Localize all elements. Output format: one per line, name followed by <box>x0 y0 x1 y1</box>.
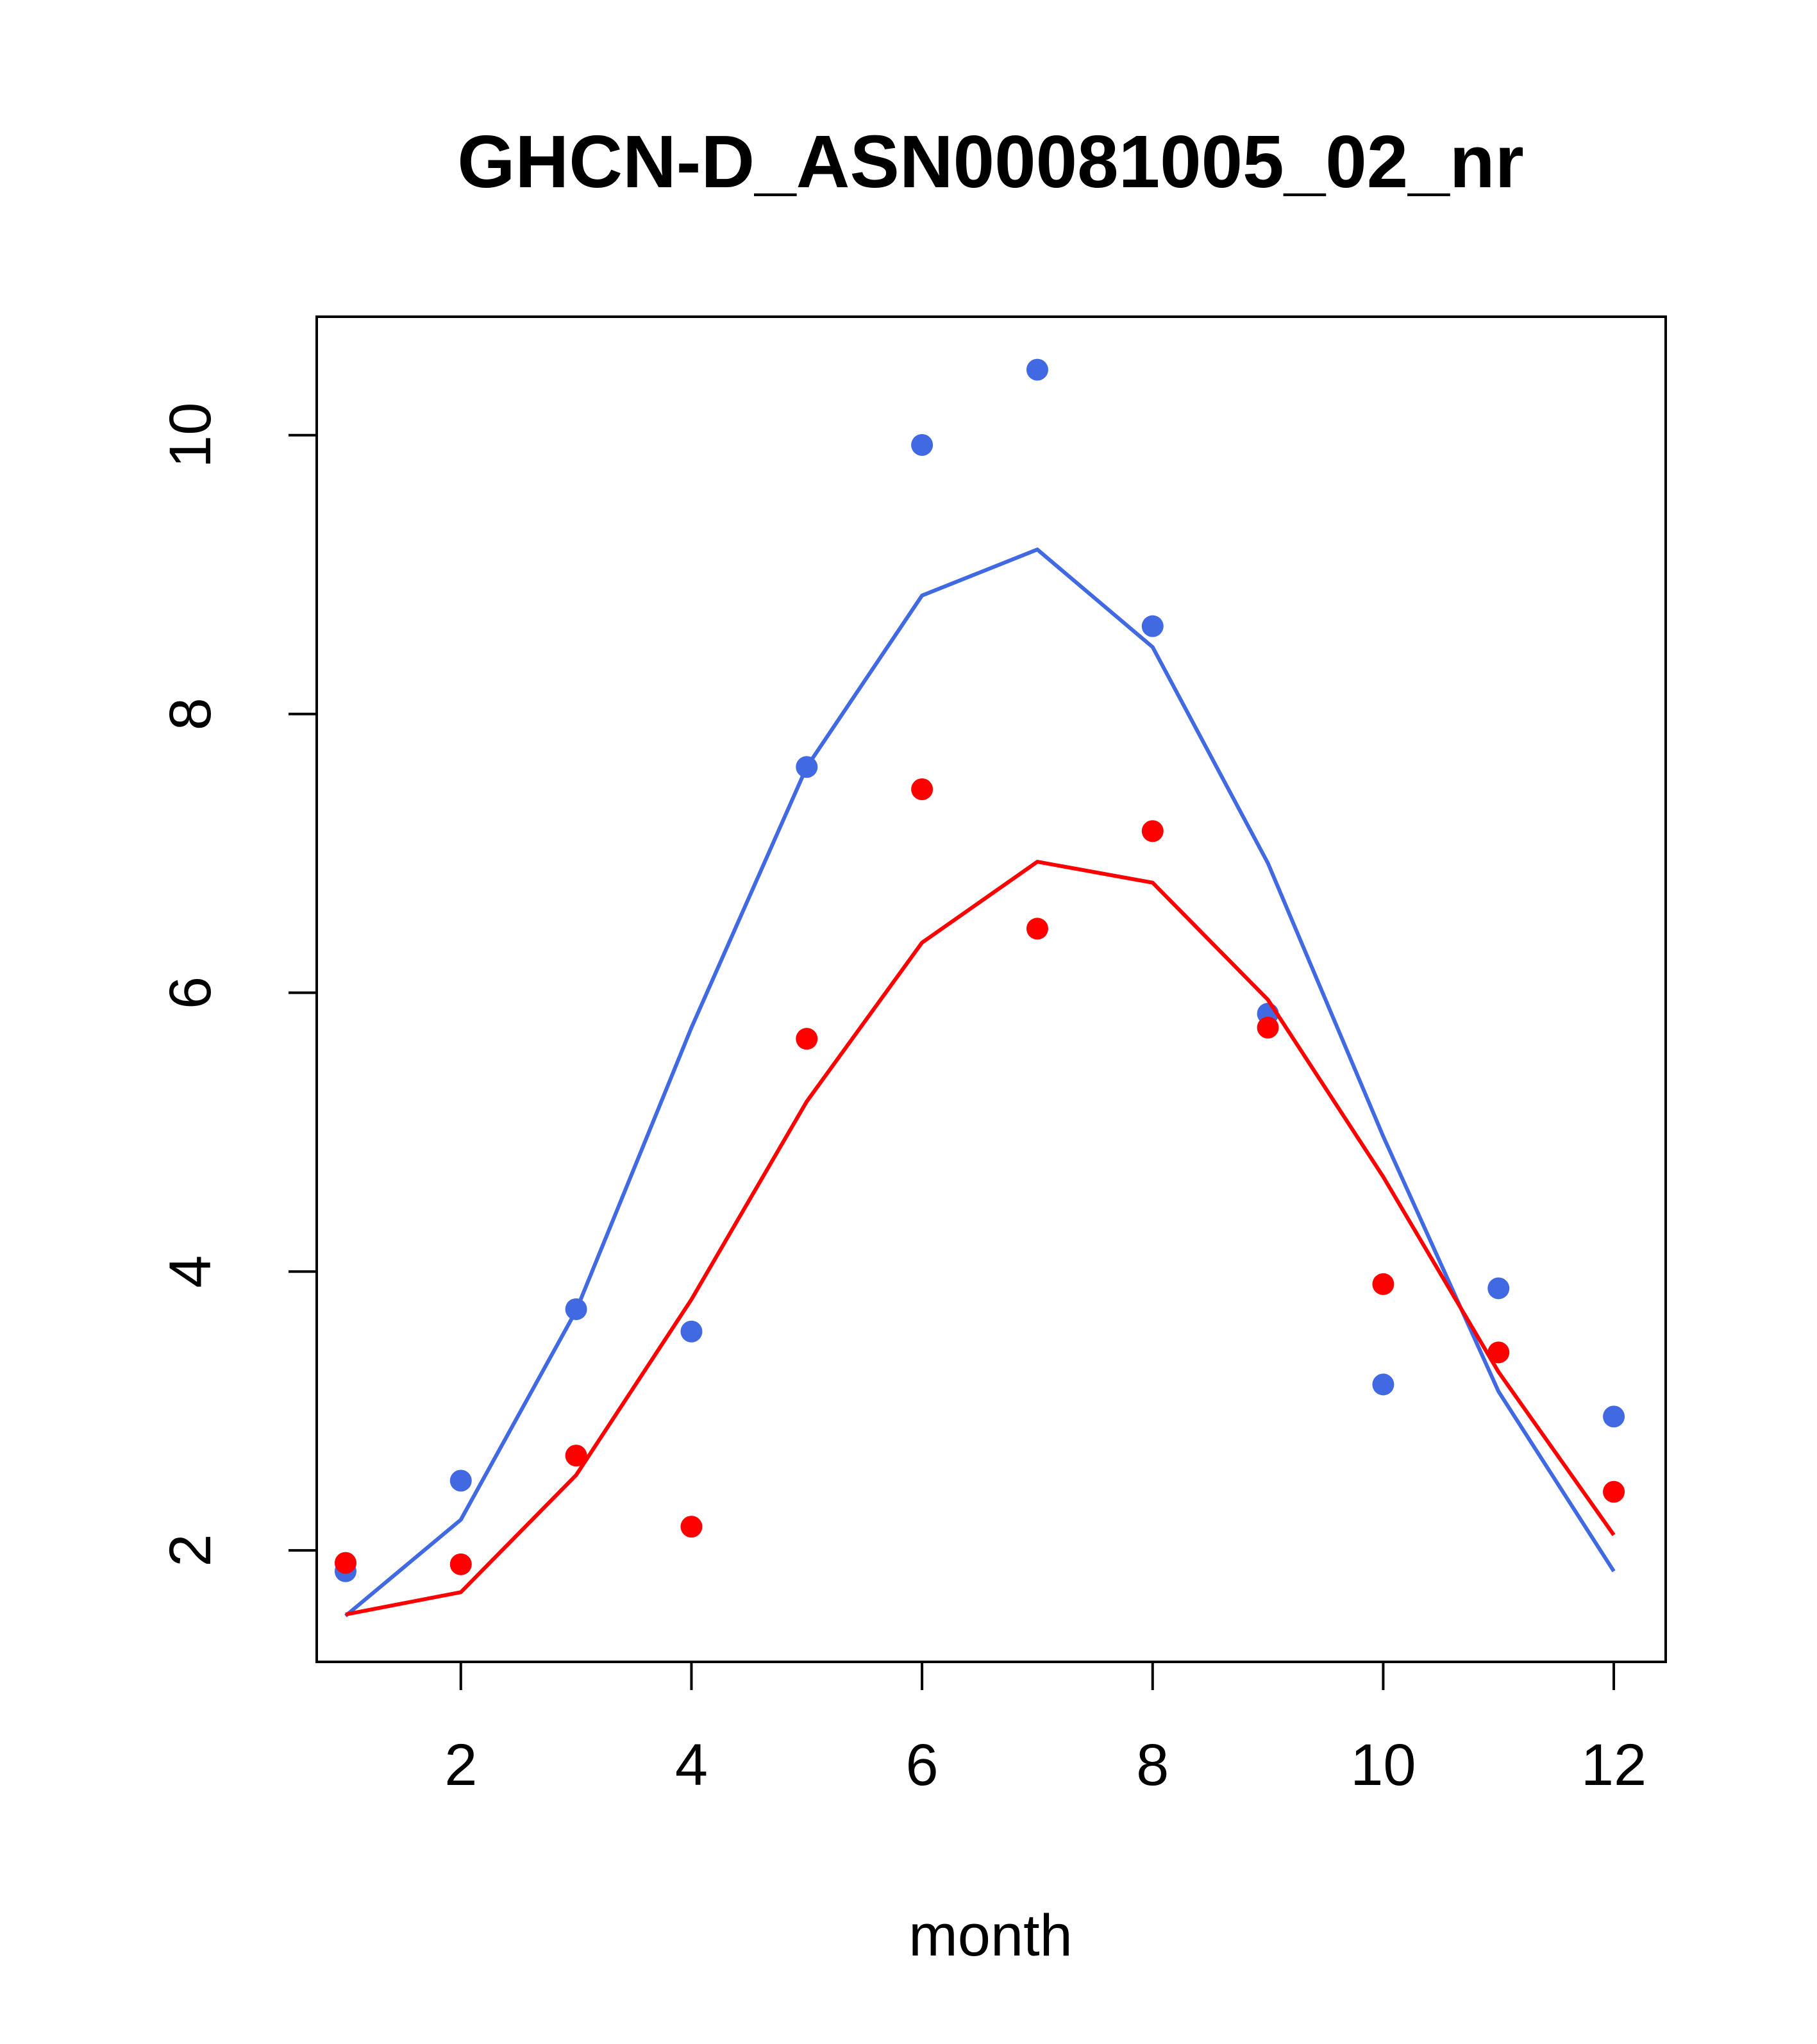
y-tick-label: 4 <box>158 1255 223 1288</box>
data-point <box>1257 1016 1279 1039</box>
data-point <box>911 434 934 457</box>
data-point <box>1487 1341 1510 1364</box>
series-2 <box>334 778 1625 1617</box>
data-point <box>449 1470 472 1492</box>
data-point <box>1141 820 1164 842</box>
data-point <box>680 1516 703 1538</box>
x-tick-label: 4 <box>675 1732 708 1798</box>
x-tick-label: 10 <box>1350 1732 1416 1798</box>
data-point <box>334 1552 356 1574</box>
chart-title: GHCN-D_ASN00081005_02_nr <box>457 120 1524 203</box>
y-tick-label: 2 <box>158 1534 223 1566</box>
y-tick-label: 10 <box>158 403 223 468</box>
data-point <box>565 1445 587 1467</box>
x-axis-label: month <box>908 1903 1073 1968</box>
series-line <box>345 860 1616 1617</box>
series-1 <box>334 358 1625 1618</box>
data-point <box>680 1320 703 1343</box>
x-tick-label: 12 <box>1581 1732 1646 1798</box>
data-point <box>796 756 818 778</box>
x-tick-label: 6 <box>906 1732 939 1798</box>
series-line <box>344 548 1616 1618</box>
data-point <box>796 1028 818 1050</box>
x-tick-label: 8 <box>1136 1732 1169 1798</box>
data-point <box>1141 615 1164 637</box>
data-point <box>1026 917 1048 940</box>
data-point <box>911 778 934 801</box>
y-tick-label: 8 <box>158 698 223 730</box>
data-point <box>565 1298 587 1320</box>
y-tick-label: 6 <box>158 976 223 1009</box>
data-point <box>1603 1405 1625 1428</box>
data-point <box>1603 1480 1625 1503</box>
data-point <box>1372 1373 1394 1396</box>
y-axis: 2 4 6 8 10 <box>158 403 318 1567</box>
data-point <box>1487 1277 1510 1300</box>
x-tick-label: 2 <box>444 1732 477 1798</box>
series-layer <box>334 358 1625 1618</box>
data-point <box>1026 358 1048 381</box>
data-point <box>449 1553 472 1575</box>
data-point <box>1372 1273 1394 1295</box>
x-axis: 2 4 6 8 10 12 <box>444 1661 1646 1798</box>
plot-frame <box>315 315 1667 1663</box>
